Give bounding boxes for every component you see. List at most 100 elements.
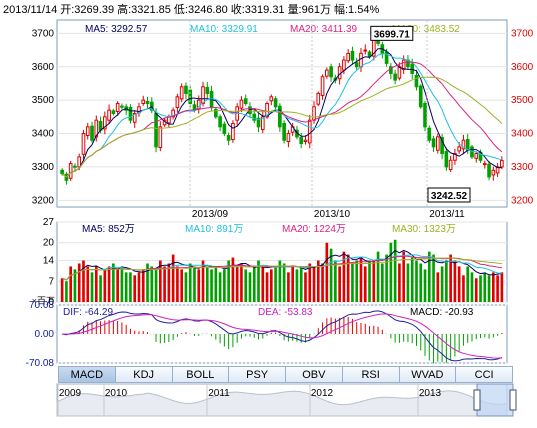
volume-tick: 14	[43, 256, 55, 267]
candle-body	[132, 113, 137, 123]
volume-bar	[479, 275, 482, 302]
candle-body	[474, 153, 479, 159]
candle-body	[128, 106, 133, 121]
volume-bar	[180, 269, 183, 302]
price-tick-right: 3300	[511, 162, 534, 173]
price-tick-right: 3200	[511, 195, 534, 206]
tab-macd[interactable]: MACD	[58, 366, 116, 383]
tab-boll[interactable]: BOLL	[172, 366, 230, 383]
tab-obv[interactable]: OBV	[286, 366, 343, 383]
price-tick-right: 3400	[511, 129, 534, 140]
candle-body	[500, 160, 504, 168]
candle-body	[482, 163, 487, 166]
price-tick-left: 3400	[32, 129, 55, 140]
candle-body	[325, 69, 329, 77]
volume-bar	[278, 260, 282, 302]
volume-bar	[496, 275, 499, 302]
volume-bar	[69, 266, 72, 302]
candle-body	[158, 126, 163, 149]
price-tick-right: 3500	[511, 95, 534, 106]
volume-bar	[146, 263, 149, 302]
volume-tick: 7	[48, 276, 54, 287]
candle-body	[107, 109, 111, 121]
navigator-handle-right	[509, 389, 517, 411]
candle-body	[307, 119, 312, 144]
candle-body	[269, 96, 274, 102]
macd-legend-dif: DIF: -64.29	[63, 307, 113, 318]
volume-bar	[116, 269, 119, 302]
candle-body	[389, 66, 393, 74]
tab-kdj[interactable]: KDJ	[115, 366, 173, 383]
volume-bar	[338, 266, 341, 302]
volume-bar	[60, 278, 64, 302]
volume-bar	[223, 269, 226, 302]
volume-bar	[188, 263, 192, 302]
volume-bar	[107, 266, 111, 302]
volume-legend-ma10: MA10: 891万	[185, 224, 243, 235]
volume-bar	[291, 266, 294, 302]
price-tick-left: 3700	[32, 28, 55, 39]
year-tick: 2011	[208, 388, 230, 399]
volume-bar	[325, 242, 329, 302]
quote-open: 开:3269.39	[60, 4, 115, 16]
volume-bar	[470, 272, 474, 302]
tab-cci[interactable]: CCI	[456, 366, 513, 383]
volume-bar	[167, 263, 171, 302]
tab-psy[interactable]: PSY	[229, 366, 286, 383]
quote-header: 2013/11/14 开:3269.39 高:3321.85 低:3246.80 收:3…	[3, 1, 382, 17]
candle-body	[282, 123, 286, 141]
candle-body	[329, 66, 333, 78]
volume-bar	[312, 266, 316, 302]
candle-body	[94, 119, 99, 138]
candle-body	[423, 102, 427, 128]
candle-body	[154, 113, 158, 148]
volume-legend-ma30: MA30: 1323万	[392, 224, 456, 235]
candle-body	[77, 156, 82, 168]
volume-bar	[304, 272, 307, 302]
tab-rsi[interactable]: RSI	[342, 366, 400, 383]
volume-bar	[141, 269, 145, 302]
candle-body	[354, 62, 359, 68]
candle-body	[286, 133, 291, 143]
candle-body	[273, 98, 278, 108]
candle-body	[431, 138, 436, 148]
price-legend-ma30: MA30: 3483.52	[392, 24, 460, 35]
volume-bar	[240, 263, 243, 302]
candle-body	[363, 49, 368, 52]
candle-body	[103, 116, 107, 130]
year-tick: 2013	[419, 388, 442, 399]
volume-bar	[176, 266, 179, 302]
candle-body	[205, 86, 210, 94]
volume-bar	[415, 260, 418, 302]
ma5-line	[61, 48, 502, 178]
volume-bar	[474, 278, 478, 302]
volume-bar	[133, 275, 137, 302]
volume-bar	[445, 260, 448, 302]
volume-bar	[295, 269, 299, 302]
volume-bar	[261, 266, 265, 302]
volume-bar	[427, 251, 431, 302]
macd-tick: 0.00	[35, 329, 55, 340]
candle-body	[111, 110, 116, 115]
price-legend-ma5: MA5: 3292.57	[85, 24, 148, 35]
candle-body	[418, 85, 423, 108]
date-tick: 2013/09	[192, 209, 229, 220]
volume-bar	[299, 266, 303, 302]
volume-bar	[137, 272, 141, 302]
candle-body	[312, 106, 316, 121]
candle-body	[359, 52, 363, 68]
candle-body	[222, 123, 227, 135]
volume-tick: 20	[43, 238, 55, 249]
candle-body	[495, 166, 500, 174]
tab-wvad[interactable]: WVAD	[399, 366, 457, 383]
volume-bar	[120, 266, 124, 302]
candle-body	[444, 151, 449, 168]
candle-body	[303, 139, 308, 143]
volume-bar	[244, 269, 248, 302]
candle-body	[218, 116, 222, 128]
candle-body	[342, 59, 346, 71]
candle-body	[397, 66, 402, 79]
candle-body	[299, 137, 304, 145]
indicator-tabs: MACD KDJ BOLL PSY OBV RSI WVAD CCI	[58, 366, 513, 383]
